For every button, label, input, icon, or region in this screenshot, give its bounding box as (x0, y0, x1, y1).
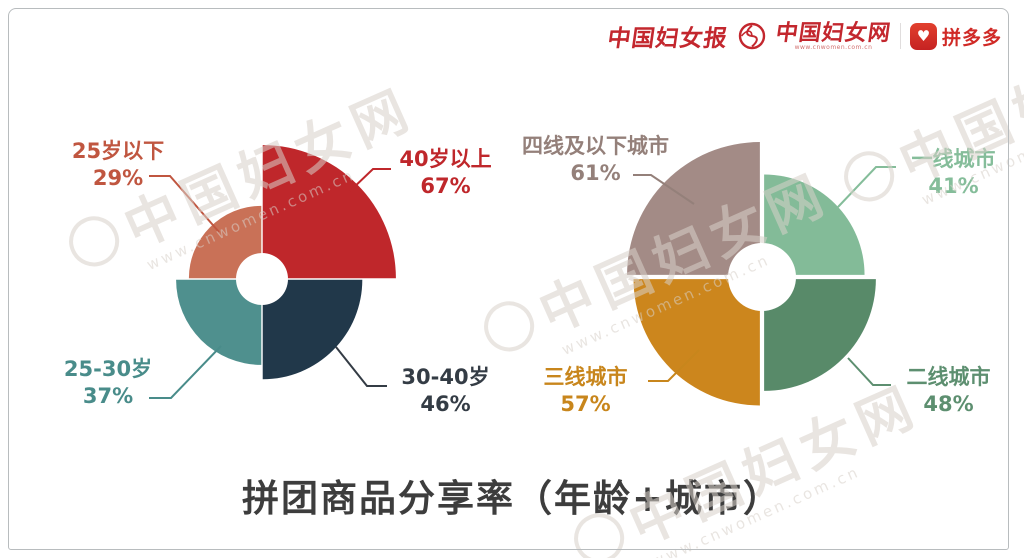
leader-line-tier1 (837, 166, 896, 208)
chart-title: 拼团商品分享率（年龄+城市） (241, 477, 782, 520)
callout-label: 三线城市 (543, 365, 628, 389)
callout-label: 40岁以上 (399, 147, 492, 171)
callout-label: 四线及以下城市 (522, 134, 669, 158)
pie-segment-bottom-left (176, 279, 262, 365)
china-womens-web-logo-text: 中国妇女网 (774, 19, 893, 46)
callout-value: 67% (420, 174, 471, 198)
callout-under-25: 25岁以下 29% (48, 138, 188, 192)
leader-line-over-40 (349, 168, 391, 192)
callout-label: 30-40岁 (401, 365, 490, 389)
pie-segment-top-left (627, 142, 760, 275)
pie-segment-top-right (262, 145, 396, 279)
china-womens-news-logo: 中国妇女报 (605, 25, 730, 52)
leader-line-tier2 (847, 357, 891, 386)
header-divider (899, 23, 901, 49)
pinduoduo-logo: ♥ 拼多多 (909, 22, 1002, 50)
callout-value: 57% (560, 392, 611, 416)
leader-line-30-40 (335, 346, 387, 387)
donut-hole (728, 243, 796, 311)
leader-line-25-30 (149, 345, 222, 399)
pie-segment-bottom-left (633, 279, 760, 406)
callout-value: 48% (923, 392, 974, 416)
pinduoduo-logo-text: 拼多多 (941, 26, 1002, 49)
womens-federation-knot-icon (738, 22, 766, 50)
pie-segment-bottom-right (262, 279, 363, 380)
pie-segment-top-right (764, 174, 865, 275)
donut-hole (236, 253, 288, 305)
callout-30-40: 30-40岁 46% (383, 364, 508, 418)
callout-value: 41% (928, 174, 979, 198)
leader-line-tier3 (648, 349, 700, 382)
city-share-chart (627, 142, 876, 406)
callout-over-40: 40岁以上 67% (383, 146, 508, 200)
callout-25-30: 25-30岁 37% (38, 356, 178, 410)
callout-label: 25-30岁 (63, 357, 153, 381)
pinduoduo-heart-icon: ♥ (909, 22, 937, 50)
leader-line-tier4 (633, 174, 695, 205)
pie-segment-bottom-right (764, 279, 876, 391)
age-share-chart (176, 145, 396, 380)
callout-tier4: 四线及以下城市 61% (488, 133, 703, 187)
china-womens-web-logo: 中国妇女网 www.cnwomen.com.cn (774, 19, 893, 51)
callout-value: 37% (82, 384, 134, 408)
callout-tier1: 一线城市 41% (891, 146, 1016, 200)
callout-label: 一线城市 (911, 147, 996, 171)
china-womens-web-url: www.cnwomen.com.cn (794, 43, 873, 51)
leader-line-under-25 (149, 175, 220, 233)
callout-tier3: 三线城市 57% (518, 364, 653, 418)
callout-label: 二线城市 (906, 365, 991, 389)
callout-value: 46% (420, 392, 471, 416)
callout-tier2: 二线城市 48% (886, 364, 1011, 418)
pie-segment-top-left (188, 205, 262, 279)
callout-value: 61% (570, 161, 621, 185)
callout-label: 25岁以下 (71, 139, 165, 163)
callout-value: 29% (92, 166, 144, 190)
header-logos: 中国妇女报 中国妇女网 www.cnwomen.com.cn ♥ 拼多多 (605, 16, 1002, 56)
